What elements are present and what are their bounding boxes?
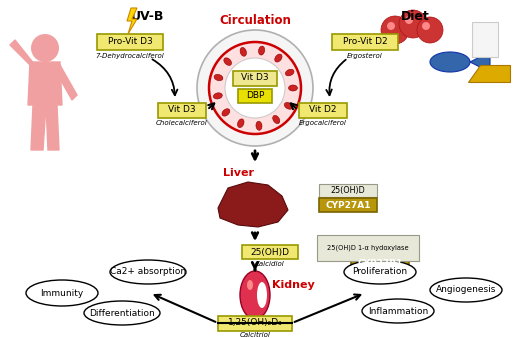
FancyBboxPatch shape	[319, 184, 377, 196]
Circle shape	[405, 16, 413, 24]
Ellipse shape	[288, 85, 297, 91]
Text: Diet: Diet	[401, 10, 429, 23]
Text: 7-Dehydrocalciferol: 7-Dehydrocalciferol	[95, 53, 164, 59]
Text: Differentiation: Differentiation	[89, 309, 155, 317]
Text: Ergocalciferol: Ergocalciferol	[299, 120, 347, 126]
Circle shape	[422, 22, 430, 30]
Ellipse shape	[240, 271, 270, 319]
Polygon shape	[10, 40, 35, 65]
Ellipse shape	[430, 278, 502, 302]
Circle shape	[387, 22, 395, 30]
Ellipse shape	[247, 280, 253, 290]
Text: Inflammation: Inflammation	[368, 307, 428, 315]
Ellipse shape	[214, 93, 222, 99]
FancyBboxPatch shape	[351, 257, 409, 271]
Circle shape	[225, 58, 285, 118]
Text: Kidney: Kidney	[272, 280, 315, 290]
Ellipse shape	[240, 47, 246, 56]
Ellipse shape	[284, 102, 293, 109]
Ellipse shape	[214, 74, 223, 81]
Text: Calcitriol: Calcitriol	[240, 332, 270, 338]
Text: Pro-Vit D3: Pro-Vit D3	[108, 38, 153, 47]
Text: 25(OH)D: 25(OH)D	[251, 247, 289, 257]
Circle shape	[381, 16, 409, 44]
Ellipse shape	[110, 260, 186, 284]
Ellipse shape	[237, 119, 244, 127]
Polygon shape	[46, 105, 59, 150]
Ellipse shape	[256, 121, 262, 130]
Text: UV-B: UV-B	[131, 10, 165, 23]
Text: 1,25(OH)₂D₃: 1,25(OH)₂D₃	[227, 318, 282, 328]
FancyBboxPatch shape	[332, 34, 398, 50]
Ellipse shape	[273, 115, 280, 124]
Text: CYP27B1: CYP27B1	[357, 260, 403, 268]
Circle shape	[399, 10, 427, 38]
Text: Immunity: Immunity	[40, 289, 84, 297]
Text: Calcidiol: Calcidiol	[255, 261, 285, 267]
FancyBboxPatch shape	[218, 315, 292, 331]
FancyBboxPatch shape	[472, 22, 498, 57]
Circle shape	[417, 17, 443, 43]
Ellipse shape	[275, 54, 282, 62]
Text: Ergosterol: Ergosterol	[347, 53, 383, 59]
Text: Liver: Liver	[223, 168, 254, 178]
Circle shape	[197, 30, 313, 146]
FancyBboxPatch shape	[319, 198, 377, 212]
Polygon shape	[55, 65, 77, 100]
Ellipse shape	[224, 58, 232, 65]
Text: Vit D3: Vit D3	[241, 73, 269, 82]
Ellipse shape	[286, 69, 294, 76]
Polygon shape	[470, 52, 490, 72]
Polygon shape	[218, 182, 288, 227]
FancyBboxPatch shape	[233, 71, 277, 86]
Ellipse shape	[430, 52, 470, 72]
Polygon shape	[31, 105, 46, 150]
Text: Ca2+ absorption: Ca2+ absorption	[110, 267, 186, 276]
Ellipse shape	[259, 46, 264, 55]
Text: Pro-Vit D2: Pro-Vit D2	[343, 38, 387, 47]
Text: DBP: DBP	[246, 92, 264, 100]
Circle shape	[31, 34, 59, 62]
FancyBboxPatch shape	[158, 102, 206, 118]
Polygon shape	[468, 65, 510, 82]
Ellipse shape	[362, 299, 434, 323]
Text: 25(OH)D 1-α hydoxylase: 25(OH)D 1-α hydoxylase	[327, 245, 409, 251]
FancyBboxPatch shape	[299, 102, 347, 118]
FancyBboxPatch shape	[238, 89, 272, 103]
Polygon shape	[127, 8, 137, 34]
Text: Proliferation: Proliferation	[352, 267, 408, 276]
Text: Vit D3: Vit D3	[168, 105, 196, 115]
Text: Vit D2: Vit D2	[309, 105, 337, 115]
FancyBboxPatch shape	[242, 245, 298, 259]
Ellipse shape	[344, 260, 416, 284]
Ellipse shape	[257, 282, 267, 308]
Circle shape	[209, 42, 301, 134]
Ellipse shape	[84, 301, 160, 325]
Text: Angiogenesis: Angiogenesis	[436, 286, 496, 294]
Polygon shape	[28, 62, 62, 105]
Text: Cholecalciferol: Cholecalciferol	[156, 120, 208, 126]
Ellipse shape	[222, 109, 230, 116]
FancyBboxPatch shape	[97, 34, 163, 50]
Text: Circulation: Circulation	[219, 15, 291, 27]
Text: 25(OH)D: 25(OH)D	[331, 186, 365, 194]
Text: CYP27A1: CYP27A1	[325, 200, 371, 210]
Ellipse shape	[26, 280, 98, 306]
